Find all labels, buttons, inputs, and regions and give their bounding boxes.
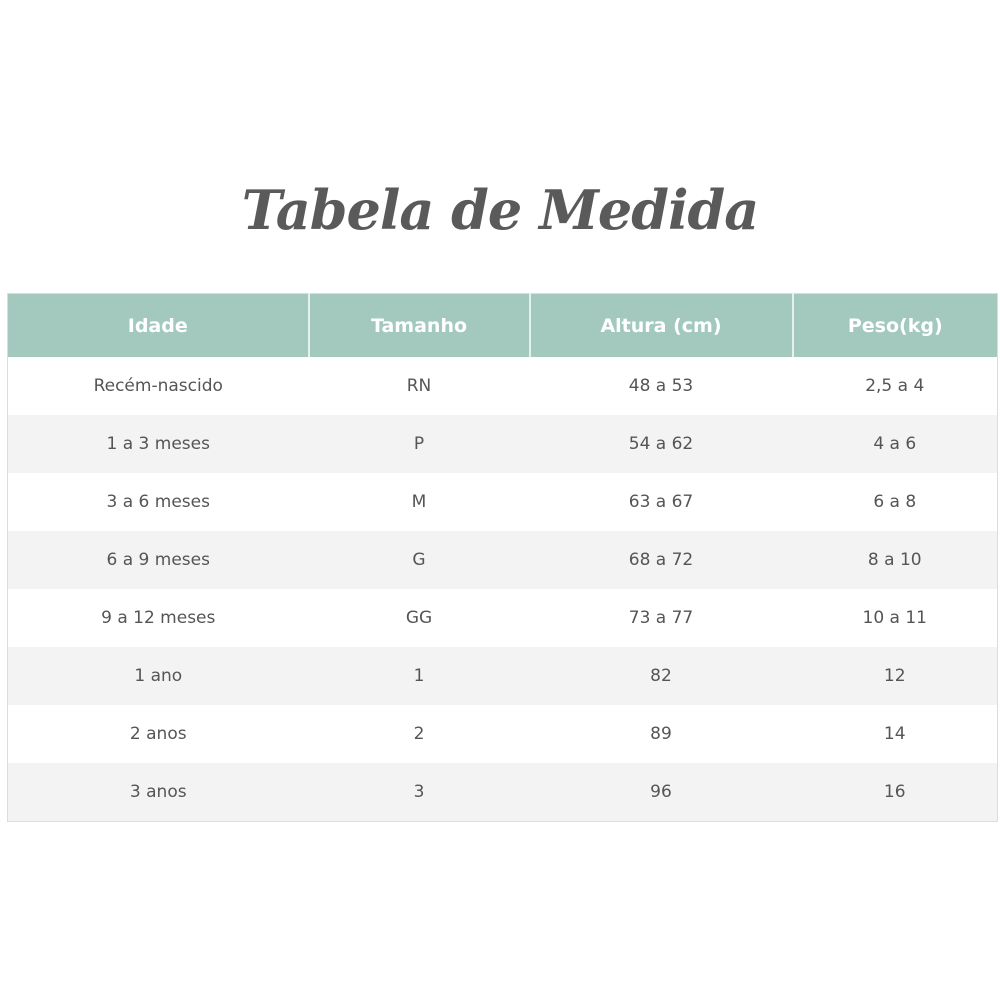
cell-altura: 63 a 67: [628, 492, 694, 512]
cell-altura: 48 a 53: [628, 376, 694, 396]
cell-idade: Recém-nascido: [93, 376, 223, 396]
cell-peso: 10 a 11: [862, 608, 928, 628]
cell-altura: 73 a 77: [628, 608, 694, 628]
cell-tamanho: G: [308, 531, 530, 589]
cell-altura: 82: [529, 647, 793, 705]
cell-altura: 89: [650, 724, 672, 744]
table-row: Recém-nascido RN 48 a 53 2,5 a 4: [8, 357, 998, 415]
table-header-row: Idade Tamanho Altura (cm) Peso(kg): [7, 293, 998, 357]
table-row: 3 a 6 meses M 63 a 67 6 a 8: [8, 473, 998, 531]
cell-peso: 14: [883, 724, 906, 744]
cell-tamanho: 1: [308, 647, 530, 705]
header-peso: Peso(kg): [791, 293, 998, 357]
table-row: 1 ano 1 82 12: [7, 647, 998, 705]
cell-tamanho: 2: [413, 724, 425, 744]
cell-tamanho: RN: [406, 376, 432, 396]
cell-idade: 2 anos: [129, 724, 187, 744]
size-table: Idade Tamanho Altura (cm) Peso(kg) Recém…: [7, 293, 998, 822]
header-tamanho: Tamanho: [307, 293, 530, 357]
page-title: Tabela de Medida: [241, 178, 760, 242]
table-row: 6 a 9 meses G 68 a 72 8 a 10: [7, 531, 998, 589]
cell-tamanho: GG: [405, 608, 433, 628]
cell-altura: 68 a 72: [529, 531, 793, 589]
cell-altura: 96: [529, 763, 793, 822]
cell-peso: 2,5 a 4: [865, 376, 925, 396]
cell-altura: 54 a 62: [529, 415, 793, 473]
table-row: 1 a 3 meses P 54 a 62 4 a 6: [7, 415, 998, 473]
cell-idade: 1 a 3 meses: [7, 415, 309, 473]
table-row: 2 anos 2 89 14: [8, 705, 998, 763]
cell-tamanho: P: [308, 415, 530, 473]
header-altura: Altura (cm): [528, 293, 793, 357]
header-idade: Idade: [7, 293, 309, 357]
cell-idade: 3 a 6 meses: [106, 492, 210, 512]
table-row: 9 a 12 meses GG 73 a 77 10 a 11: [8, 589, 998, 647]
cell-idade: 3 anos: [7, 763, 309, 822]
cell-peso: 8 a 10: [792, 531, 998, 589]
cell-peso: 16: [792, 763, 998, 822]
cell-peso: 12: [792, 647, 998, 705]
table-row: 3 anos 3 96 16: [7, 763, 998, 822]
cell-tamanho: M: [411, 492, 427, 512]
cell-tamanho: 3: [308, 763, 530, 822]
cell-idade: 6 a 9 meses: [7, 531, 309, 589]
cell-peso: 4 a 6: [792, 415, 998, 473]
cell-idade: 1 ano: [7, 647, 309, 705]
cell-peso: 6 a 8: [873, 492, 917, 512]
cell-idade: 9 a 12 meses: [101, 608, 216, 628]
